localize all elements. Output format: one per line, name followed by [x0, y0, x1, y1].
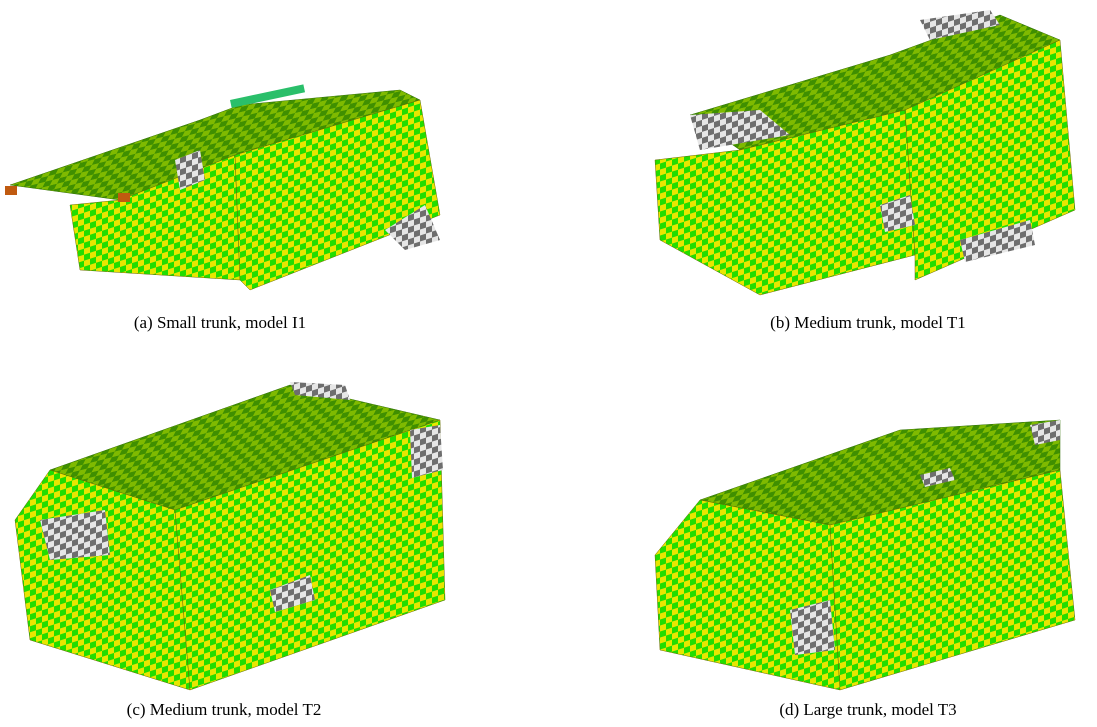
caption-label: (a) [134, 313, 153, 332]
caption-label: (d) [779, 700, 799, 719]
trunk-voxel-c [15, 382, 445, 690]
caption-text: Medium trunk, model T2 [150, 700, 322, 719]
trunk-voxel-b [655, 10, 1075, 295]
caption: (d) Large trunk, model T3 [779, 700, 956, 719]
caption-text: Small trunk, model I1 [157, 313, 306, 332]
caption-label: (b) [770, 313, 790, 332]
caption: (b) Medium trunk, model T1 [770, 313, 966, 332]
caption: (a) Small trunk, model I1 [134, 313, 306, 332]
trunk-voxel-d [655, 420, 1075, 690]
trunk-voxel-a [5, 84, 440, 290]
caption-text: Large trunk, model T3 [803, 700, 956, 719]
caption-label: (c) [127, 700, 146, 719]
caption-text: Medium trunk, model T1 [794, 313, 966, 332]
figure: (a) Small trunk, model I1 (b) Medium tru… [0, 0, 1097, 727]
caption: (c) Medium trunk, model T2 [127, 700, 322, 719]
